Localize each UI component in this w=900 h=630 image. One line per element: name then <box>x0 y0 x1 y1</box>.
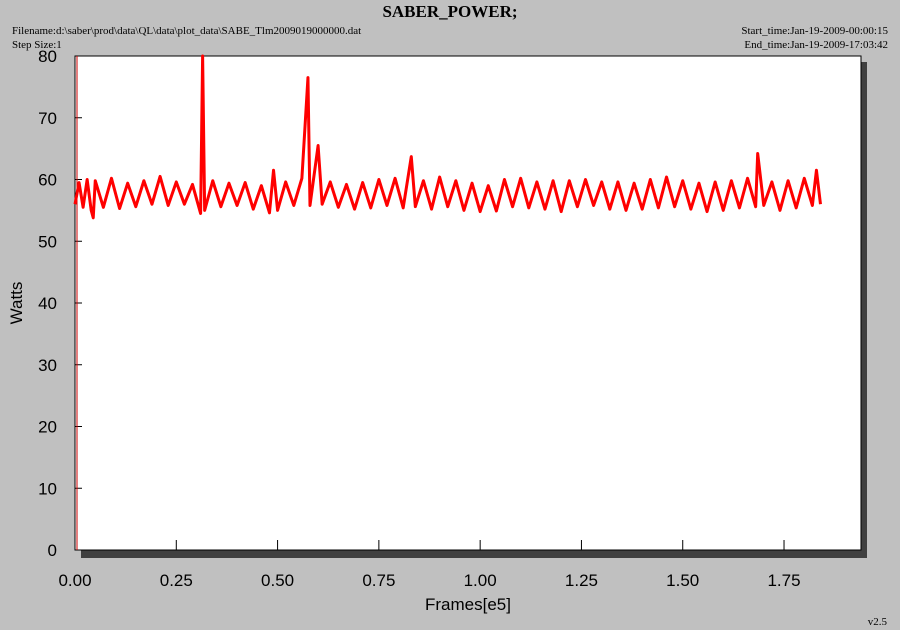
x-tick-label: 0.50 <box>261 571 294 590</box>
x-tick-label: 1.00 <box>464 571 497 590</box>
y-tick-label: 10 <box>38 479 57 498</box>
x-tick-label: 1.25 <box>565 571 598 590</box>
x-tick-label: 0.75 <box>362 571 395 590</box>
y-tick-label: 30 <box>38 356 57 375</box>
start-time: Start_time:Jan-19-2009-00:00:15 <box>741 25 888 37</box>
x-tick-label: 1.50 <box>666 571 699 590</box>
plot-area <box>74 55 862 551</box>
x-tick-label: 0.25 <box>160 571 193 590</box>
end-time: End_time:Jan-19-2009-17:03:42 <box>744 39 888 51</box>
y-tick-label: 60 <box>38 171 57 190</box>
y-tick-label: 40 <box>38 294 57 313</box>
y-tick-label: 70 <box>38 109 57 128</box>
y-axis-label: Watts <box>7 282 26 325</box>
chart-title: SABER_POWER; <box>382 2 517 21</box>
y-tick-label: 20 <box>38 418 57 437</box>
version: v2.5 <box>868 616 888 628</box>
x-tick-label: 0.00 <box>58 571 91 590</box>
y-tick-label: 0 <box>48 541 57 560</box>
step-size: Step Size:1 <box>12 39 62 51</box>
filename: Filename:d:\saber\prod\data\QL\data\plot… <box>12 25 361 37</box>
y-tick-label: 80 <box>38 47 57 66</box>
x-axis-label: Frames[e5] <box>425 595 511 614</box>
data-line <box>73 54 822 220</box>
y-tick-label: 50 <box>38 232 57 251</box>
x-tick-label: 1.75 <box>767 571 800 590</box>
